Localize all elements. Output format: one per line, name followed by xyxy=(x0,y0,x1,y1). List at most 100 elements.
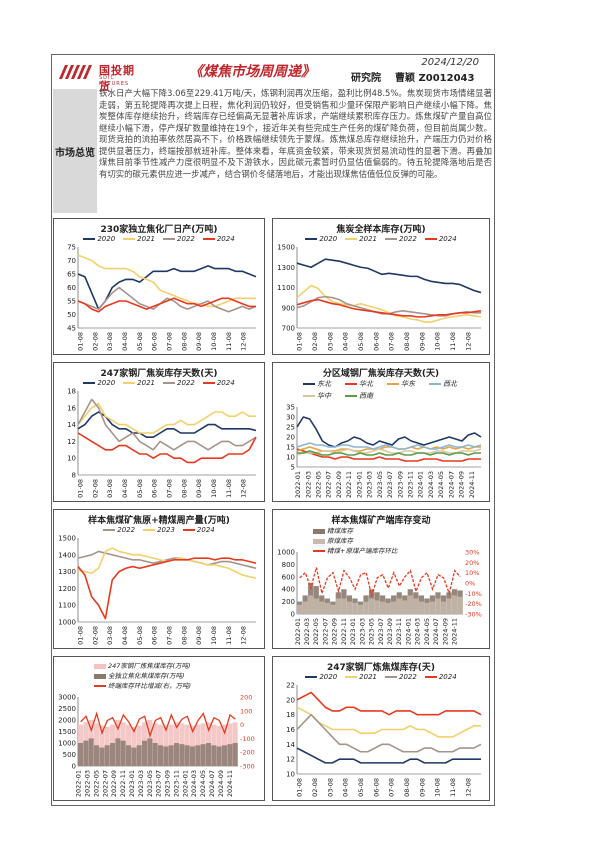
y-tick-label: 12 xyxy=(67,438,76,446)
series-line xyxy=(77,432,257,464)
chart-coal-output: 样本焦煤矿焦原+精煤周产量(万吨) 2022 2023 2024 1000 1100 120… xyxy=(53,509,265,649)
legend-item: 2021 xyxy=(123,379,155,387)
bar xyxy=(374,600,380,614)
bar xyxy=(195,745,201,766)
x-tick-label: 2023-01 xyxy=(349,618,357,645)
y-tick-label: 3000 xyxy=(58,694,76,702)
y-tick-label: 1300 xyxy=(58,568,76,576)
bar xyxy=(435,598,441,614)
x-tick-label: 2022-07 xyxy=(325,471,333,498)
bar xyxy=(451,595,458,614)
bar xyxy=(385,602,391,614)
series-line xyxy=(77,286,257,313)
y-tick-label: 800 xyxy=(282,561,295,569)
legend-label: 2022 xyxy=(117,526,136,534)
legend-swatch xyxy=(305,238,318,240)
x-tick-label: 2023-09 xyxy=(386,618,394,645)
legend-label: 2024 xyxy=(216,379,235,387)
bar xyxy=(302,601,308,614)
x-tick-label: 2022-09 xyxy=(335,471,343,498)
x-tick-label: 07-08 xyxy=(388,332,396,351)
series-line xyxy=(296,706,481,738)
y2-tick-label: -200 xyxy=(240,749,255,757)
chart-legend: 2020 2021 2022 2024 xyxy=(273,673,489,681)
x-tick-label: 10-08 xyxy=(210,479,218,498)
y-tick-label: 18 xyxy=(67,388,76,396)
chart-title: 230家独立焦化厂日产(万吨) xyxy=(100,225,218,235)
y-tick-label: 50 xyxy=(67,311,76,319)
y-tick-label: 12 xyxy=(286,756,295,764)
x-tick-label: 2024-07 xyxy=(208,770,216,797)
y-tick-label: 1500 xyxy=(58,535,76,543)
bar xyxy=(94,745,100,766)
y2-tick-label: 30% xyxy=(465,549,479,557)
y-tick-label: 2500 xyxy=(58,705,76,713)
series-line xyxy=(296,298,482,318)
chart-regional-coke-days: 分区域钢厂焦炭库存天数(天) 东北 华北 华东 西北 华中 西南 5 10 15 20 25 30 35 2… xyxy=(272,362,490,502)
y-tick-label: 20 xyxy=(286,696,295,704)
legend-swatch xyxy=(182,529,195,531)
x-tick-label: 05-08 xyxy=(357,778,365,797)
x-tick-label: 2023-01 xyxy=(128,770,136,797)
legend-item: 2020 xyxy=(83,379,115,387)
bar xyxy=(163,725,169,766)
x-tick-label: 2022-03 xyxy=(304,471,312,498)
bar xyxy=(402,600,408,614)
legend-swatch xyxy=(385,238,397,240)
y-tick-label: 70 xyxy=(67,257,76,265)
series-line xyxy=(77,398,257,451)
chart-legend: 东北 华北 华东 西北 华中 西南 xyxy=(303,379,483,401)
legend-swatch xyxy=(429,383,441,385)
legend-label: 2024 xyxy=(196,526,215,534)
chart-legend: 精煤库存 原煤库存 精煤+原煤产端库存环比 xyxy=(313,525,397,555)
bar xyxy=(99,747,105,766)
series-line xyxy=(77,557,257,620)
y-tick-label: 20 xyxy=(286,434,295,442)
legend-label: 2021 xyxy=(359,235,377,243)
legend-swatch xyxy=(303,383,315,385)
y-tick-label: 1300 xyxy=(277,264,295,272)
bar xyxy=(440,601,447,614)
x-tick-label: 11-08 xyxy=(225,626,233,645)
chart-steel-coke-days: 247家钢厂焦炭库存天数(天) 2020 2021 2022 2024 8 10 12 14 16… xyxy=(53,362,265,502)
legend-label: 2024 xyxy=(438,673,457,681)
legend-swatch xyxy=(163,382,175,384)
bar xyxy=(319,601,325,614)
legend-item: 2024 xyxy=(202,379,235,387)
legend-item: 华中 xyxy=(303,391,331,401)
y-tick-label: 1500 xyxy=(277,244,295,252)
x-tick-label: 08-08 xyxy=(180,479,188,498)
x-tick-label: 2023-09 xyxy=(164,770,172,797)
bar xyxy=(352,602,358,614)
legend-swatch xyxy=(123,238,136,240)
report-date: 2024/12/20 xyxy=(421,57,479,68)
x-tick-label: 06-08 xyxy=(372,332,380,351)
bar xyxy=(142,740,148,766)
legend-item: 精煤+原煤产端库存环比 xyxy=(313,545,397,555)
x-tick-label: 05-08 xyxy=(136,332,144,351)
x-tick-label: 2024-11 xyxy=(468,471,476,498)
x-tick-label: 2023-01 xyxy=(355,471,363,498)
x-tick-label: 02-08 xyxy=(91,479,99,498)
y-tick-label: 600 xyxy=(282,573,295,581)
chart-steel-coal-days: 247家钢厂炼焦煤库存(天) 2020 2021 2022 2024 10 12 14 16 18… xyxy=(272,656,490,801)
bar xyxy=(179,744,185,766)
x-tick-label: 12-08 xyxy=(464,332,472,351)
x-tick-label: 12-08 xyxy=(240,479,248,498)
x-tick-label: 11-08 xyxy=(225,479,233,498)
y-tick-label: 16 xyxy=(286,726,295,734)
x-tick-label: 2024-05 xyxy=(423,618,431,645)
x-tick-label: 2023-11 xyxy=(395,618,403,645)
bar xyxy=(457,596,463,614)
y-tick-label: 500 xyxy=(63,751,76,759)
bar xyxy=(222,724,228,766)
y-tick-label: 1100 xyxy=(58,602,76,610)
x-tick-label: 2022-01 xyxy=(294,618,302,645)
legend-swatch xyxy=(83,382,96,384)
bar xyxy=(190,725,196,766)
chart-title: 247家钢厂炼焦煤库存(天) xyxy=(326,663,435,673)
x-tick-label: 2023-09 xyxy=(396,471,404,498)
x-tick-label: 2024-03 xyxy=(190,770,198,797)
bar xyxy=(115,738,121,766)
y-tick-label: 30 xyxy=(286,414,295,422)
